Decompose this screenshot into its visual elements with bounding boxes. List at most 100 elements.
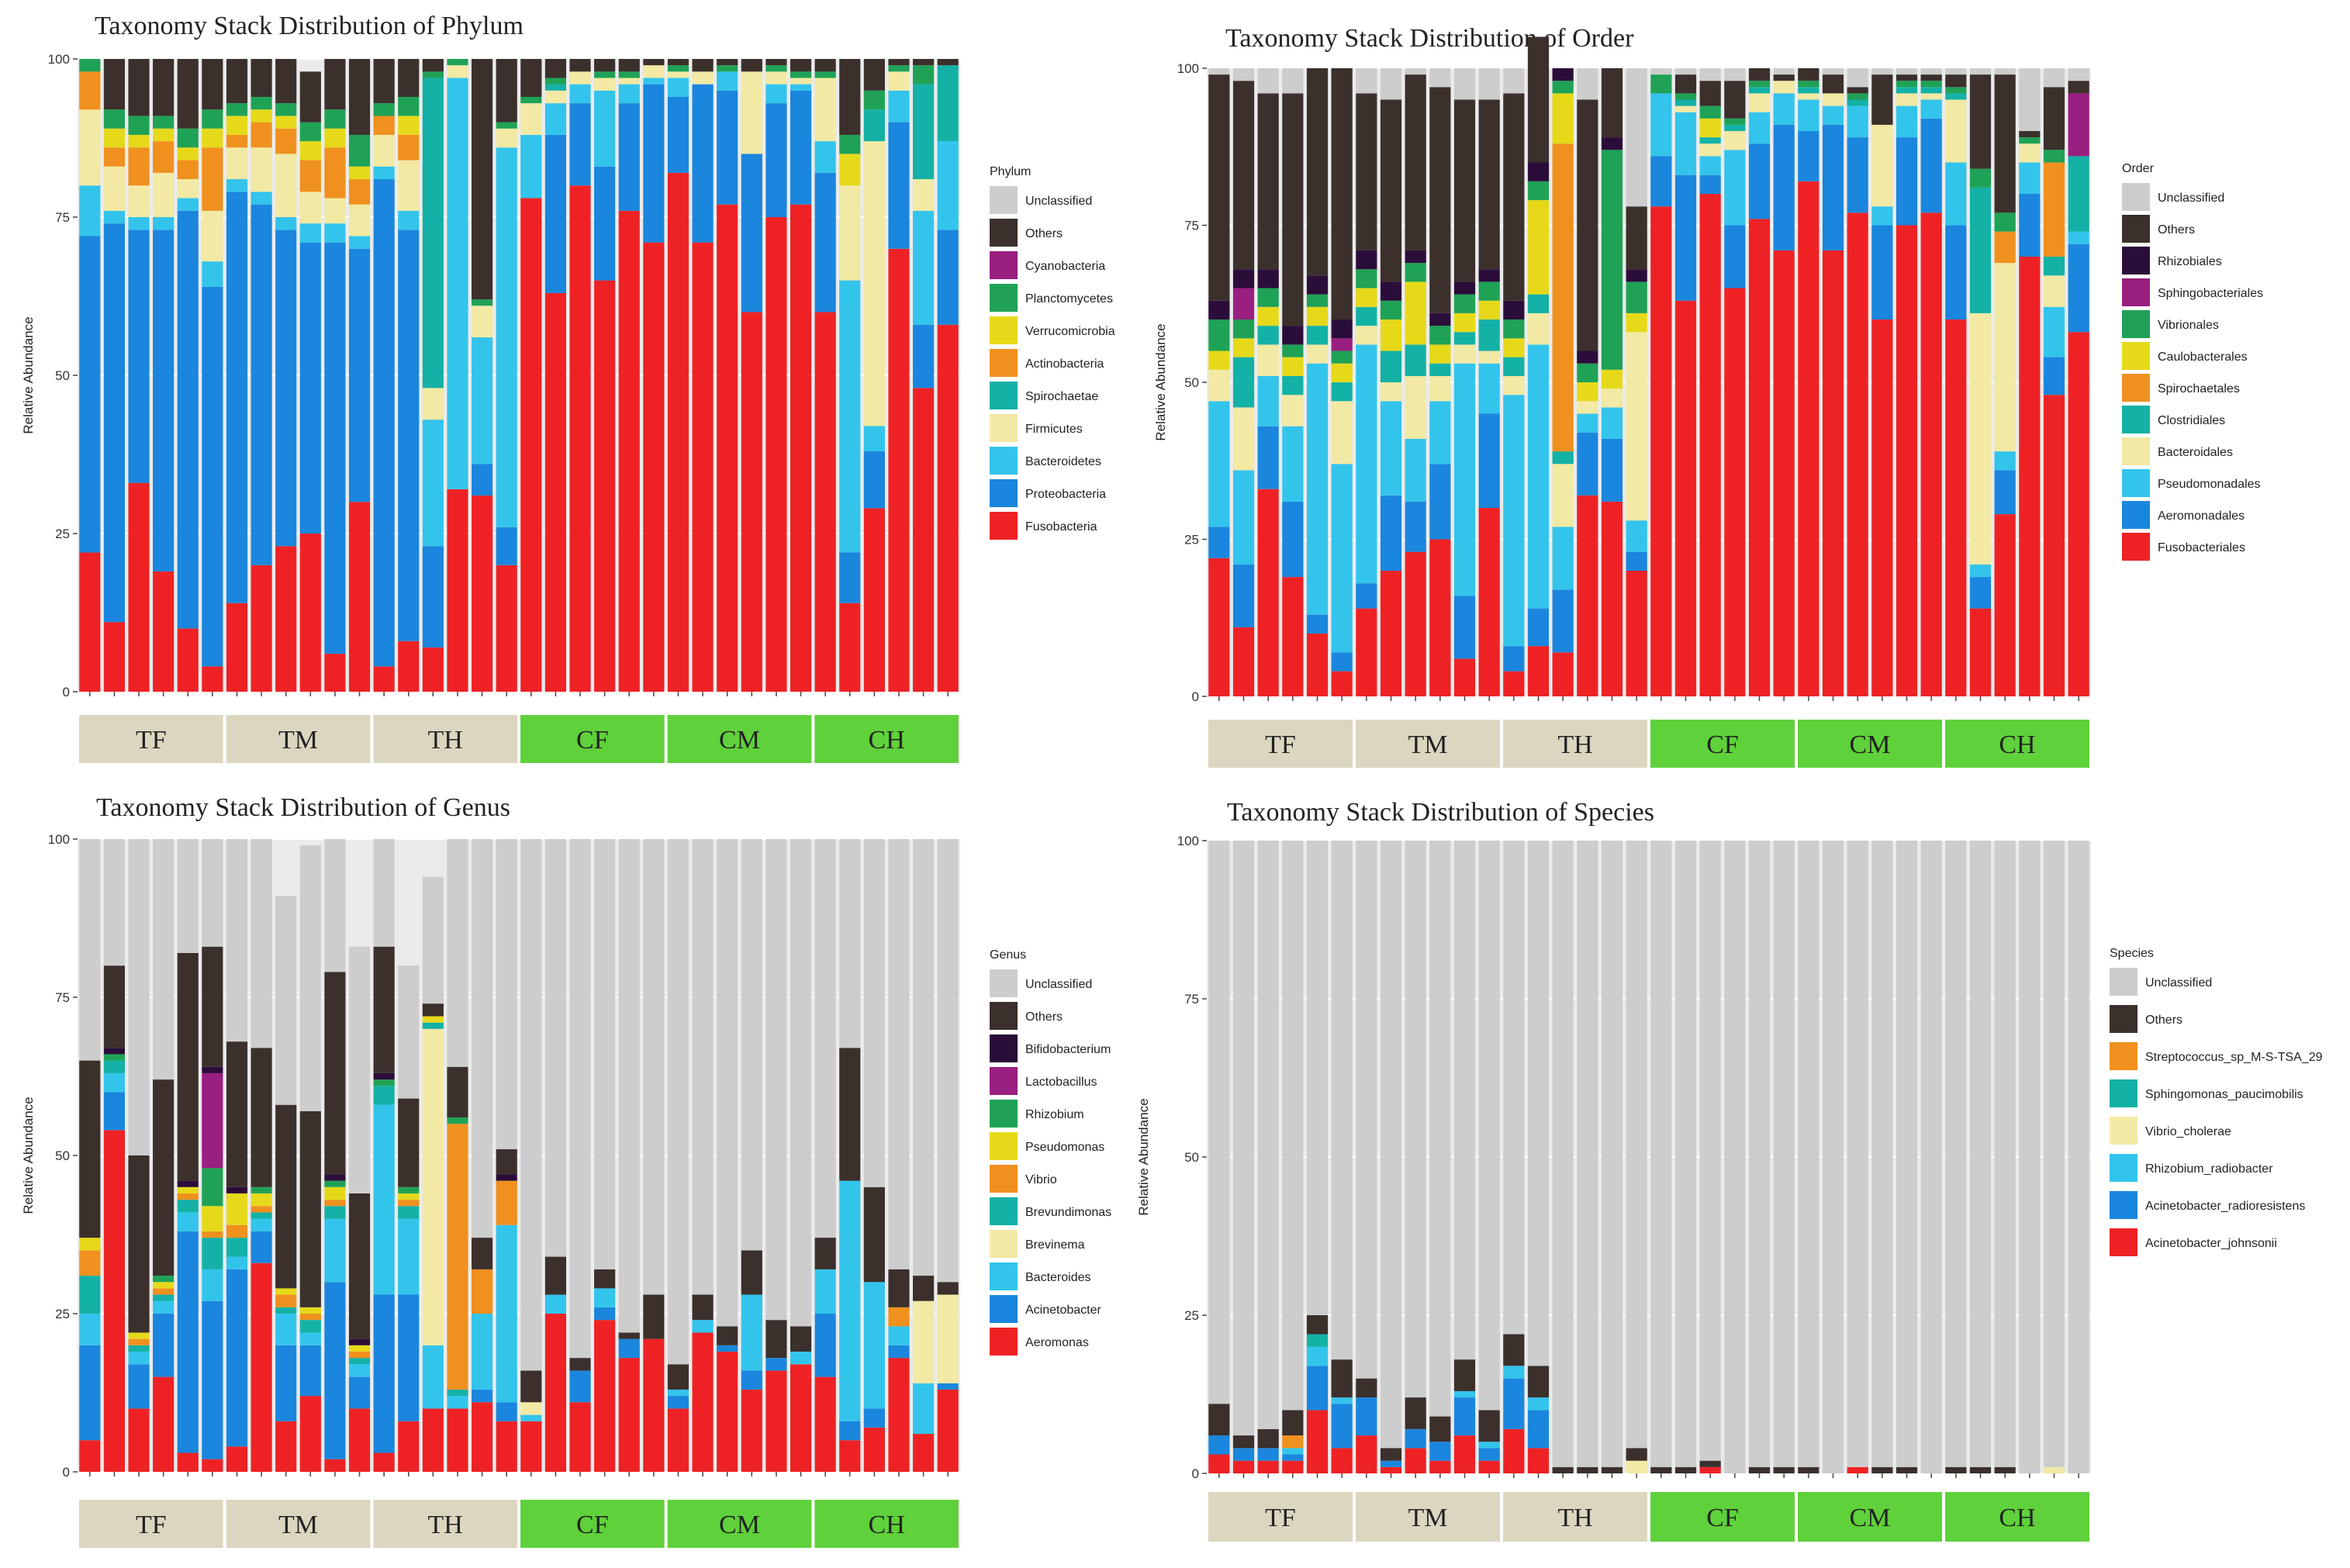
bar-segment: [1527, 1366, 1550, 1398]
bar-segment: [1405, 438, 1426, 502]
bar-segment: [1552, 93, 1574, 144]
bar-segment: [1748, 1466, 1771, 1473]
legend-title: Species: [2110, 947, 2154, 960]
group-label-box: [373, 715, 517, 763]
bar-segment: [1331, 1359, 1353, 1398]
bar-segment: [1453, 658, 1476, 696]
bar-segment: [471, 1269, 493, 1314]
bar-segment: [153, 172, 175, 217]
bar-segment: [814, 59, 836, 72]
bar-segment: [1208, 1404, 1230, 1436]
bar-segment: [667, 172, 689, 692]
bar-segment: [251, 1206, 272, 1213]
bar-segment: [324, 147, 346, 199]
bar-segment: [128, 147, 150, 186]
bar-segment: [1601, 407, 1623, 439]
bar-segment: [103, 1130, 126, 1472]
bar-segment: [1503, 395, 1525, 647]
bar-segment: [1896, 137, 1918, 226]
bar-segment: [496, 59, 517, 123]
bar-segment: [1748, 219, 1771, 696]
bar-segment: [1429, 313, 1451, 326]
bar-segment: [447, 1396, 468, 1409]
bar-segment: [1994, 451, 2016, 471]
bar-segment: [1969, 313, 1992, 565]
bar-segment: [447, 1124, 468, 1390]
bar-segment: [128, 839, 150, 1155]
bar-segment: [373, 946, 395, 1073]
bar-segment: [177, 147, 199, 161]
bar-segment: [1208, 1435, 1230, 1455]
bar-segment: [398, 116, 420, 135]
bar-segment: [1724, 124, 1746, 131]
bar-segment: [692, 839, 714, 1295]
bar-segment: [398, 1186, 420, 1193]
legend-label: Bifidobacterium: [1025, 1043, 1111, 1056]
bar-segment: [1380, 495, 1402, 571]
bar-segment: [251, 192, 272, 205]
bar-segment: [814, 1238, 836, 1269]
bar-segment: [324, 1206, 346, 1219]
bar-segment: [912, 388, 935, 692]
y-tick-label: 0: [1192, 689, 1199, 704]
group-label: CM: [1850, 730, 1891, 759]
bar-segment: [1503, 1378, 1525, 1429]
bar-segment: [1577, 401, 1598, 414]
bar-segment: [1306, 1334, 1329, 1347]
bar-segment: [667, 1396, 689, 1409]
bar-segment: [1503, 300, 1525, 319]
bar-segment: [839, 1421, 861, 1441]
legend-swatch: [2110, 1154, 2137, 1182]
bar-segment: [1331, 363, 1353, 382]
bar-segment: [1577, 1466, 1598, 1473]
legend-swatch: [990, 316, 1018, 344]
legend-swatch: [990, 1132, 1018, 1160]
legend-label: Unclassified: [1025, 978, 1092, 991]
bar-segment: [937, 65, 959, 142]
bar-segment: [202, 286, 223, 667]
bar-segment: [1674, 68, 1697, 75]
bar-segment: [1626, 841, 1647, 1449]
bar-segment: [863, 109, 885, 142]
bar-segment: [1208, 369, 1230, 402]
bar-segment: [814, 312, 836, 692]
bar-segment: [1453, 1359, 1476, 1391]
bar-segment: [1969, 168, 1992, 188]
group-label-box: [1945, 720, 2089, 768]
bar-segment: [153, 1376, 175, 1472]
legend-label: Rhizobium: [1025, 1108, 1084, 1121]
bar-segment: [1282, 501, 1304, 578]
bar-segment: [1208, 841, 1230, 1404]
bar-segment: [1994, 1466, 2016, 1473]
bar-segment: [1257, 426, 1279, 489]
bar-segment: [1994, 470, 2016, 515]
bar-segment: [1871, 1466, 1893, 1473]
bar-segment: [692, 242, 714, 692]
bar-segment: [1380, 319, 1402, 351]
bar-segment: [741, 1294, 762, 1371]
bar-segment: [275, 128, 297, 154]
bar-segment: [1405, 375, 1426, 439]
legend-swatch: [990, 186, 1018, 214]
bar-segment: [1453, 294, 1476, 313]
bar-segment: [275, 1104, 297, 1289]
bar-segment: [422, 647, 444, 692]
legend-swatch: [990, 512, 1018, 540]
legend-label: Aeromonas: [1025, 1336, 1089, 1349]
bar-segment: [1847, 1466, 1868, 1473]
bar-segment: [153, 571, 175, 692]
bar-segment: [667, 65, 689, 72]
bar-segment: [177, 1212, 199, 1231]
bar-segment: [1356, 326, 1377, 345]
bar-segment: [888, 248, 910, 692]
bar-segment: [1232, 1448, 1255, 1461]
bar-segment: [1699, 174, 1721, 194]
bar-segment: [1798, 99, 1820, 131]
bar-segment: [1380, 1466, 1402, 1473]
bar-segment: [1527, 1410, 1550, 1449]
bar-segment: [1306, 344, 1329, 364]
bar-segment: [1650, 156, 1672, 207]
legend-label: Bacteroides: [1025, 1271, 1091, 1284]
bar-segment: [1552, 451, 1574, 465]
bar-segment: [1527, 200, 1550, 295]
